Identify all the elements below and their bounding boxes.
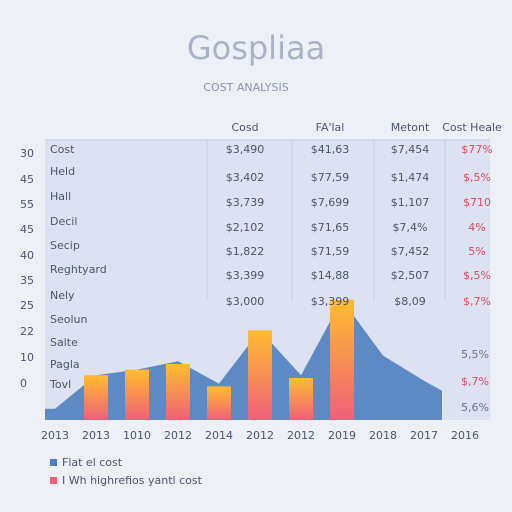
cell: $71,59 <box>311 245 350 258</box>
cell: $7,699 <box>311 196 350 209</box>
cell: $77% <box>461 143 492 156</box>
cell: 5% <box>468 245 485 258</box>
cell: $2,507 <box>391 269 430 282</box>
side-label: 35 <box>20 274 34 287</box>
note: $,7% <box>461 375 489 388</box>
row-label: Cost <box>50 143 75 156</box>
column-header: FA'lal <box>316 121 345 134</box>
cell: $,5% <box>463 171 491 184</box>
column-header: Cosd <box>231 121 258 134</box>
cell: $41,63 <box>311 143 350 156</box>
cell: $7,4% <box>393 221 428 234</box>
x-tick-label: 2019 <box>328 429 356 442</box>
row-label: Decil <box>50 215 77 228</box>
cell: $1,474 <box>391 171 430 184</box>
cell: $3,000 <box>226 295 265 308</box>
x-tick-label: 2016 <box>451 429 479 442</box>
cell: $3,490 <box>226 143 265 156</box>
cell: $14,88 <box>311 269 350 282</box>
x-tick-label: 1010 <box>123 429 151 442</box>
bar <box>125 369 149 420</box>
x-tick-label: 2018 <box>369 429 397 442</box>
cell: $1,822 <box>226 245 265 258</box>
cell: $8,09 <box>394 295 426 308</box>
cell: $,7% <box>463 295 491 308</box>
legend-swatch <box>50 477 57 484</box>
row-label: Pagla <box>50 358 80 371</box>
side-label: 30 <box>20 147 34 160</box>
x-tick-label: 2012 <box>164 429 192 442</box>
row-label: Seolun <box>50 313 88 326</box>
cell: $71,65 <box>311 221 350 234</box>
side-label: 10 <box>20 351 34 364</box>
bar <box>289 378 313 420</box>
chart-title: Gospliaa <box>187 29 325 67</box>
row-label: Tovl <box>49 378 71 391</box>
x-tick-label: 2012 <box>246 429 274 442</box>
cell: $2,102 <box>226 221 265 234</box>
cell: $1,107 <box>391 196 430 209</box>
row-label: Reghtyard <box>50 263 107 276</box>
side-label: 40 <box>20 249 34 262</box>
x-tick-label: 2013 <box>41 429 69 442</box>
row-label: Secip <box>50 239 80 252</box>
note: 5,6% <box>461 401 489 414</box>
bar <box>166 364 190 420</box>
x-tick-label: 2013 <box>82 429 110 442</box>
side-label: 55 <box>20 198 34 211</box>
cell: $7,454 <box>391 143 430 156</box>
column-header: Metont <box>391 121 430 134</box>
cell: $77,59 <box>311 171 350 184</box>
x-tick-label: 2014 <box>205 429 233 442</box>
side-label: 45 <box>20 173 34 186</box>
bar <box>84 375 108 420</box>
cell: $7,452 <box>391 245 430 258</box>
legend-swatch <box>50 459 57 466</box>
column-header: Cost Heale <box>442 121 502 134</box>
note: 5,5% <box>461 348 489 361</box>
chart-subtitle: COST ANALYSIS <box>203 81 288 94</box>
side-label: 22 <box>20 325 34 338</box>
cell: $710 <box>463 196 491 209</box>
row-label: Nely <box>50 289 75 302</box>
bar <box>330 299 354 420</box>
legend-label: I Wh highrefios yantl cost <box>62 474 203 487</box>
cell: 4% <box>468 221 485 234</box>
side-label: 0 <box>20 377 27 390</box>
bar <box>248 330 272 420</box>
cell: $3,739 <box>226 196 265 209</box>
cell: $3,399 <box>226 269 265 282</box>
cell: $3,399 <box>311 295 350 308</box>
side-label: 45 <box>20 223 34 236</box>
legend-label: Flat el cost <box>62 456 123 469</box>
x-tick-label: 2012 <box>287 429 315 442</box>
cell: $,5% <box>463 269 491 282</box>
row-label: Hall <box>50 190 71 203</box>
x-tick-label: 2017 <box>410 429 438 442</box>
side-label: 25 <box>20 299 34 312</box>
bar <box>207 386 231 420</box>
cell: $3,402 <box>226 171 265 184</box>
row-label: Held <box>50 165 75 178</box>
row-label: Salte <box>50 336 78 349</box>
